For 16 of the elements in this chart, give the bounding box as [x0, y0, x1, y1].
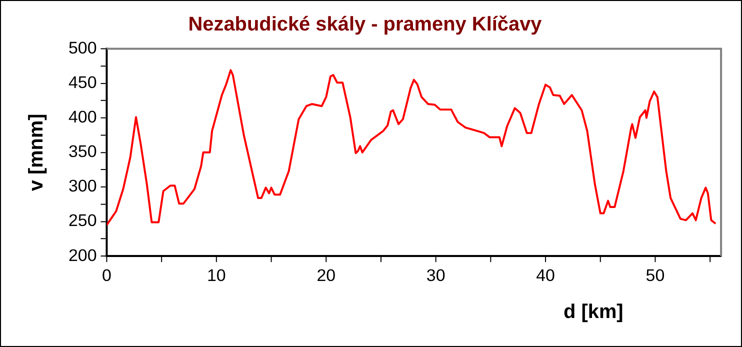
x-tick-label: 10	[206, 266, 226, 285]
y-tick-label: 250	[68, 211, 97, 230]
y-axis-title: v [mnm]	[25, 114, 48, 192]
y-tick-label: 350	[68, 142, 97, 162]
y-tick-label: 450	[68, 72, 97, 92]
x-axis-title: d [km]	[563, 300, 624, 323]
x-tick-label: 30	[426, 266, 446, 285]
x-tick-label: 0	[102, 266, 112, 285]
chart-title: Nezabudické skály - prameny Klíčavy	[188, 13, 542, 36]
x-tick-label: 50	[646, 266, 665, 285]
x-tick-label: 40	[536, 266, 555, 285]
y-tick-label: 500	[68, 38, 97, 58]
y-tick-label: 400	[68, 108, 97, 127]
y-tick-label: 200	[68, 246, 97, 265]
x-tick-label: 20	[316, 266, 336, 285]
y-tick-label: 300	[68, 176, 97, 196]
